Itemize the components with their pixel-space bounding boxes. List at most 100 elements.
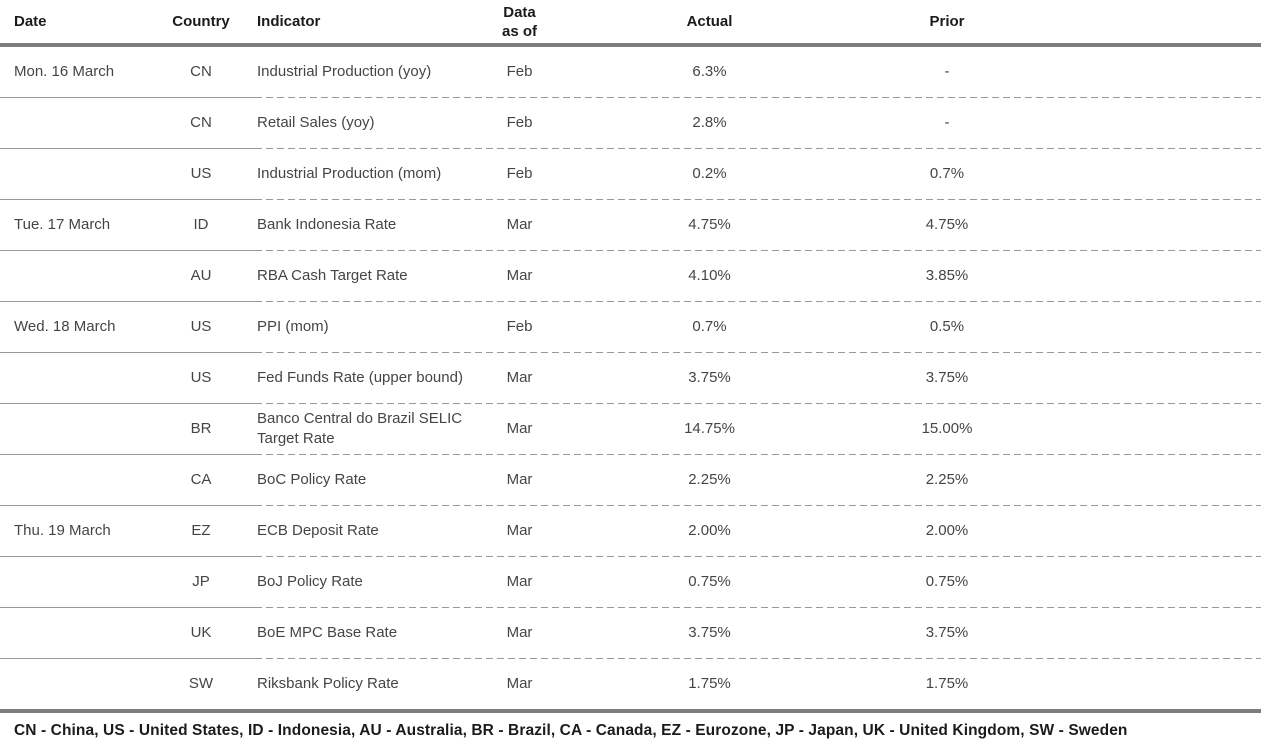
table-row: AU RBA Cash Target Rate Mar 4.10% 3.85% [0, 251, 1261, 301]
country-cell: AU [190, 267, 212, 284]
indicator-cell: PPI (mom) [257, 318, 329, 335]
actual-cell: 2.00% [688, 522, 731, 539]
prior-cell: 15.00% [921, 420, 973, 437]
indicator-cell: Banco Central do Brazil SELIC Target Rat… [257, 410, 463, 447]
actual-cell: 2.8% [692, 114, 727, 131]
separator-dashed-segment [255, 556, 1261, 557]
header-rule [0, 43, 1261, 47]
separator-solid-segment [0, 250, 255, 251]
indicator-cell: BoJ Policy Rate [257, 573, 363, 590]
separator-dashed-segment [255, 607, 1261, 608]
actual-cell: 3.75% [688, 369, 731, 386]
table-row: US Industrial Production (mom) Feb 0.2% … [0, 149, 1261, 199]
table-body: Mon. 16 March CN Industrial Production (… [0, 47, 1261, 709]
country-cell: SW [188, 675, 214, 692]
prior-cell: 2.00% [925, 522, 969, 539]
row-separator [0, 403, 1261, 404]
actual-cell: 2.25% [688, 471, 731, 488]
table-row: CA BoC Policy Rate Mar 2.25% 2.25% [0, 455, 1261, 505]
country-cell: ID [193, 216, 209, 233]
prior-cell: 2.25% [925, 471, 969, 488]
separator-dashed-segment [255, 97, 1261, 98]
separator-dashed-segment [255, 352, 1261, 353]
prior-cell: 4.75% [925, 216, 969, 233]
separator-solid-segment [0, 199, 255, 200]
separator-solid-segment [0, 97, 255, 98]
prior-cell: 1.75% [925, 675, 969, 692]
actual-cell: 3.75% [688, 624, 731, 641]
separator-dashed-segment [255, 148, 1261, 149]
actual-cell: 6.3% [692, 63, 727, 80]
table-row: JP BoJ Policy Rate Mar 0.75% 0.75% [0, 557, 1261, 607]
country-cell: BR [190, 420, 212, 437]
country-cell: JP [192, 573, 210, 590]
prior-cell: - [944, 63, 950, 80]
date-cell: Tue. 17 March [14, 216, 111, 233]
row-separator [0, 556, 1261, 557]
row-separator [0, 148, 1261, 149]
separator-solid-segment [0, 556, 255, 557]
row-separator [0, 199, 1261, 200]
footer-rule [0, 709, 1261, 713]
data-as-of-cell: Feb [506, 63, 533, 80]
col-header-data-as-of-line2: as of [501, 22, 537, 40]
country-code-legend: CN - China, US - United States, ID - Ind… [14, 722, 1128, 739]
indicator-cell: Riksbank Policy Rate [257, 675, 399, 692]
actual-cell: 0.75% [688, 573, 731, 590]
actual-cell: 0.7% [692, 318, 727, 335]
indicator-cell: BoC Policy Rate [257, 471, 367, 488]
actual-cell: 0.2% [692, 165, 727, 182]
prior-cell: 3.85% [925, 267, 969, 284]
row-separator [0, 301, 1261, 302]
actual-cell: 14.75% [684, 420, 735, 437]
data-as-of-cell: Feb [506, 165, 533, 182]
col-header-actual: Actual [686, 12, 733, 30]
indicator-cell: ECB Deposit Rate [257, 522, 379, 539]
separator-solid-segment [0, 658, 255, 659]
prior-cell: - [944, 114, 950, 131]
separator-solid-segment [0, 301, 255, 302]
separator-solid-segment [0, 352, 255, 353]
date-cell: Thu. 19 March [14, 522, 111, 539]
indicator-cell: Retail Sales (yoy) [257, 114, 375, 131]
table-row: Wed. 18 March US PPI (mom) Feb 0.7% 0.5% [0, 302, 1261, 352]
col-header-indicator: Indicator [257, 12, 321, 30]
date-cell: Mon. 16 March [14, 63, 115, 80]
indicator-cell: Bank Indonesia Rate [257, 216, 397, 233]
data-as-of-cell: Mar [506, 420, 533, 437]
col-header-prior: Prior [929, 12, 965, 30]
indicator-cell: Industrial Production (yoy) [257, 63, 432, 80]
data-as-of-cell: Mar [506, 369, 533, 386]
table-row: SW Riksbank Policy Rate Mar 1.75% 1.75% [0, 659, 1261, 709]
data-as-of-cell: Mar [506, 267, 533, 284]
indicator-cell: Industrial Production (mom) [257, 165, 442, 182]
data-as-of-cell: Mar [506, 522, 533, 539]
separator-dashed-segment [255, 658, 1261, 659]
separator-solid-segment [0, 403, 255, 404]
country-cell: US [190, 165, 212, 182]
separator-dashed-segment [255, 250, 1261, 251]
table-header-row: Date Country Indicator Data as of Actual… [0, 0, 1261, 43]
separator-dashed-segment [255, 199, 1261, 200]
country-cell: CN [190, 114, 212, 131]
country-cell: CA [190, 471, 212, 488]
row-separator [0, 250, 1261, 251]
row-separator [0, 658, 1261, 659]
actual-cell: 4.10% [688, 267, 731, 284]
indicator-cell: RBA Cash Target Rate [257, 267, 408, 284]
prior-cell: 3.75% [925, 624, 969, 641]
actual-cell: 4.75% [688, 216, 731, 233]
table-row: UK BoE MPC Base Rate Mar 3.75% 3.75% [0, 608, 1261, 658]
data-as-of-cell: Feb [506, 114, 533, 131]
col-header-data-as-of-line1: Data [503, 3, 536, 21]
prior-cell: 0.5% [929, 318, 965, 335]
row-separator [0, 454, 1261, 455]
indicator-cell: Fed Funds Rate (upper bound) [257, 369, 463, 386]
col-header-date: Date [14, 12, 47, 30]
separator-solid-segment [0, 505, 255, 506]
prior-cell: 0.7% [929, 165, 965, 182]
data-as-of-cell: Mar [506, 573, 533, 590]
table-row: CN Retail Sales (yoy) Feb 2.8% - [0, 98, 1261, 148]
table-row: Thu. 19 March EZ ECB Deposit Rate Mar 2.… [0, 506, 1261, 556]
